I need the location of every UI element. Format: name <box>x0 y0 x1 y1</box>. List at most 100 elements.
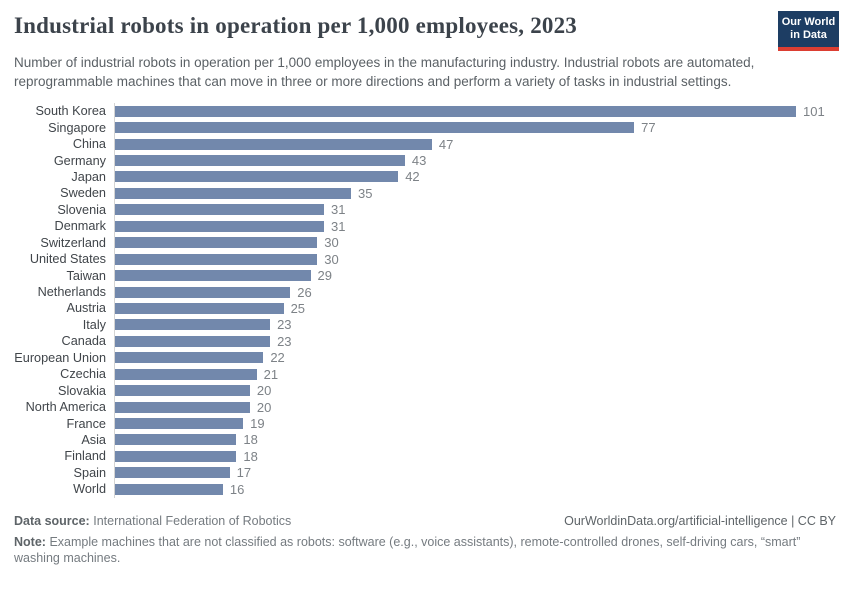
bar-cell: 30 <box>114 234 836 251</box>
bar-cell: 20 <box>114 398 836 416</box>
bar-row: Taiwan 29 <box>14 267 836 284</box>
value-label: 30 <box>324 251 339 267</box>
owid-chart-page: Industrial robots in operation per 1,000… <box>14 11 839 567</box>
attribution-link[interactable]: OurWorldinData.org/artificial-intelligen… <box>564 513 836 528</box>
bar-row: World 16 <box>14 481 836 498</box>
bar[interactable] <box>115 138 432 150</box>
value-label: 25 <box>290 300 306 316</box>
bar[interactable] <box>115 450 237 462</box>
bar[interactable] <box>115 368 257 380</box>
bar-cell: 77 <box>114 119 836 136</box>
value-label: 19 <box>250 416 265 432</box>
data-source-label: Data source: <box>14 513 90 528</box>
bar-row: Slovenia 31 <box>14 201 836 219</box>
category-label: Switzerland <box>40 235 106 250</box>
bar-cell: 21 <box>114 366 836 383</box>
bar[interactable] <box>115 302 284 314</box>
bar[interactable] <box>115 335 271 347</box>
bar[interactable] <box>115 187 351 199</box>
category-label: North America <box>25 400 106 415</box>
bar[interactable] <box>115 483 223 495</box>
bar-row: Singapore 77 <box>14 119 836 136</box>
bar-row: Netherlands 26 <box>14 283 836 301</box>
bar[interactable] <box>115 434 237 446</box>
bar-row: Switzerland 30 <box>14 234 836 251</box>
category-label: European Union <box>14 350 106 365</box>
value-label: 43 <box>411 153 427 169</box>
data-source-value: International Federation of Robotics <box>93 513 292 528</box>
category-label: Italy <box>82 317 106 332</box>
bar[interactable] <box>115 401 250 413</box>
bar-row: European Union 22 <box>14 349 836 366</box>
bar[interactable] <box>115 467 230 479</box>
bar[interactable] <box>115 171 399 183</box>
category-label: France <box>66 416 107 431</box>
bar-cell: 18 <box>114 448 836 465</box>
bar-cell: 43 <box>114 152 836 169</box>
bar-row: Italy 23 <box>14 316 836 334</box>
category-label: China <box>72 137 106 152</box>
category-label: Taiwan <box>66 268 107 283</box>
bar-row: South Korea 101 <box>14 103 836 120</box>
bar-row: Japan 42 <box>14 168 836 186</box>
bar-row: United States 30 <box>14 250 836 268</box>
bar-cell: 16 <box>114 481 836 498</box>
category-label: Czechia <box>60 367 106 382</box>
category-label: South Korea <box>35 104 106 119</box>
note-value: Example machines that are not classified… <box>14 535 801 565</box>
value-label: 35 <box>357 185 373 201</box>
category-label: Canada <box>61 334 106 349</box>
value-label: 16 <box>229 481 245 497</box>
bar-row: Germany 43 <box>14 152 836 169</box>
bar-row: Asia 18 <box>14 431 836 449</box>
value-label: 26 <box>297 284 312 300</box>
value-label: 31 <box>331 218 346 234</box>
bar[interactable] <box>115 220 325 232</box>
bar-cell: 18 <box>114 431 836 449</box>
category-label: Singapore <box>48 120 106 135</box>
category-label: Sweden <box>60 186 106 201</box>
bar[interactable] <box>115 253 318 265</box>
bar[interactable] <box>115 270 311 282</box>
note-label: Note: <box>14 535 46 549</box>
bar-chart: South Korea 101 Singapore 77 China 47 Ge… <box>14 103 836 498</box>
bar[interactable] <box>115 105 796 117</box>
bar-cell: 42 <box>114 168 836 186</box>
bar-cell: 23 <box>114 333 836 350</box>
category-label: Denmark <box>54 219 106 234</box>
bar[interactable] <box>115 122 635 134</box>
bar[interactable] <box>115 319 271 331</box>
bar[interactable] <box>115 418 244 430</box>
owid-logo-line2: in Data <box>790 29 827 41</box>
owid-logo-line1: Our World <box>781 16 836 28</box>
chart-footer: Data source: International Federation of… <box>14 514 836 567</box>
bar-row: Slovakia 20 <box>14 382 836 399</box>
bar-row: China 47 <box>14 135 836 153</box>
chart-header: Industrial robots in operation per 1,000… <box>14 11 839 91</box>
bar[interactable] <box>115 204 325 216</box>
bar[interactable] <box>115 352 264 364</box>
bar-cell: 31 <box>114 218 836 235</box>
bar[interactable] <box>115 385 250 397</box>
bar-cell: 101 <box>114 103 836 120</box>
value-label: 42 <box>405 169 420 185</box>
value-label: 20 <box>256 383 272 399</box>
page-title: Industrial robots in operation per 1,000… <box>14 13 578 38</box>
category-label: Netherlands <box>37 285 106 300</box>
bar-row: Spain 17 <box>14 464 836 482</box>
category-label: Slovenia <box>57 202 106 217</box>
owid-logo: Our World in Data <box>778 11 839 51</box>
bar[interactable] <box>115 155 405 167</box>
bar[interactable] <box>115 237 318 249</box>
bar[interactable] <box>115 286 291 298</box>
bar-cell: 31 <box>114 201 836 219</box>
category-label: Japan <box>71 169 106 184</box>
bar-cell: 30 <box>114 250 836 268</box>
bar-row: Denmark 31 <box>14 218 836 235</box>
bar-cell: 35 <box>114 185 836 202</box>
value-label: 18 <box>243 432 258 448</box>
bar-row: Canada 23 <box>14 333 836 350</box>
bar-cell: 25 <box>114 300 836 317</box>
category-label: Finland <box>64 449 106 464</box>
bar-row: Czechia 21 <box>14 366 836 383</box>
